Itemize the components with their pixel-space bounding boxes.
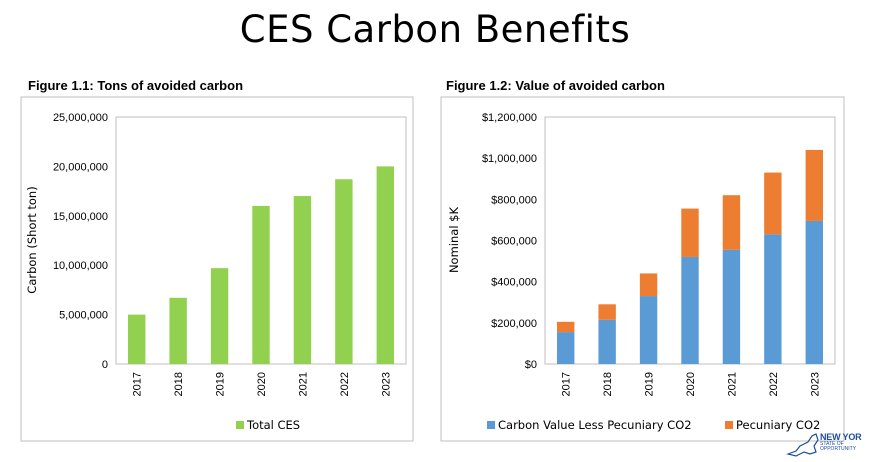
chart-2-x-tick-label: 2019 xyxy=(644,372,656,396)
chart-1-y-tick-label: 5,000,000 xyxy=(59,310,108,322)
chart-2-bar-2021-series-1 xyxy=(722,249,741,364)
chart-2-ylabel: Nominal $K xyxy=(447,207,461,274)
chart-2-bar-2018-series-2 xyxy=(598,304,616,320)
chart-1-y-ticks: 0 5,000,000 10,000,000 15,000,000 20,000,000… xyxy=(53,112,108,371)
chart-2-bar-2019-series-1 xyxy=(639,296,658,364)
chart-1-bar-2020 xyxy=(252,205,270,364)
chart-2-bar-2023-series-2 xyxy=(805,149,823,221)
chart-2-bar-2021-series-2 xyxy=(722,195,741,250)
chart-1-ylabel: Carbon (Short ton) xyxy=(25,186,39,293)
chart-1-x-tick-label: 2021 xyxy=(297,372,309,396)
ny-state-logo: NEW YOR STATE OF OPPORTUNITY xyxy=(786,432,864,458)
chart-1-bar-2021 xyxy=(293,196,312,364)
chart-2-y-tick-label: $1,200,000 xyxy=(482,112,537,124)
chart-1-x-tick-label: 2017 xyxy=(132,372,144,396)
chart-2-legend-label-2: Pecuniary CO2 xyxy=(736,418,820,432)
chart-2-y-tick-label: $1,000,000 xyxy=(482,153,537,165)
chart-2-bars xyxy=(557,149,823,364)
chart-1-frame xyxy=(20,96,414,442)
chart-2-frame xyxy=(440,96,845,442)
chart-2-x-tick-label: 2021 xyxy=(726,372,738,396)
chart-1-bar-2018 xyxy=(169,297,187,364)
chart-1-bar-2022 xyxy=(335,179,353,364)
chart-2-legend-swatch-1 xyxy=(487,421,495,429)
chart-2-x-tick-label: 2022 xyxy=(768,372,780,396)
chart-2-legend-label-1: Carbon Value Less Pecuniary CO2 xyxy=(498,418,692,432)
chart-2-bar-2017-series-2 xyxy=(557,321,575,333)
chart-2-y-tick-label: $600,000 xyxy=(491,236,537,248)
chart-2-bar-2018-series-1 xyxy=(598,319,616,364)
chart-2-bar-2017-series-1 xyxy=(557,332,575,364)
chart-1-legend-swatch xyxy=(236,421,244,429)
chart-1-x-tick-label: 2020 xyxy=(256,372,268,396)
chart-1-bar-2019 xyxy=(210,268,229,364)
logo-line-2: STATE OF OPPORTUNITY xyxy=(820,441,857,452)
chart-2-y-tick-label: $0 xyxy=(525,359,537,371)
figure-1-2-title: Figure 1.2: Value of avoided carbon xyxy=(446,78,665,93)
ny-state-outline-icon xyxy=(786,433,819,457)
chart-2-y-tick-label: $800,000 xyxy=(491,194,537,206)
chart-1-y-tick-label: 15,000,000 xyxy=(53,211,108,223)
chart-2-y-tick-label: $200,000 xyxy=(491,318,537,330)
chart-1-bar-2017 xyxy=(128,314,146,364)
chart-2-bar-2020-series-2 xyxy=(681,208,699,257)
chart-2-bar-2019-series-2 xyxy=(639,273,658,297)
chart-2-x-tick-label: 2018 xyxy=(602,372,614,396)
chart-1-y-tick-label: 20,000,000 xyxy=(53,161,108,173)
chart-2-y-tick-label: $400,000 xyxy=(491,277,537,289)
chart-2-legend-swatch-2 xyxy=(725,421,733,429)
chart-1-x-tick-label: 2023 xyxy=(380,372,392,396)
chart-2-x-tick-label: 2017 xyxy=(561,372,573,396)
chart-1-y-tick-label: 10,000,000 xyxy=(53,260,108,272)
chart-2-x-ticks: 2017 2018 2019 2020 2021 2022 2023 xyxy=(561,372,822,396)
chart-1-x-tick-label: 2018 xyxy=(173,372,185,396)
chart-1-x-tick-label: 2022 xyxy=(339,372,351,396)
chart-1-x-ticks: 2017 2018 2019 2020 2021 2022 2023 xyxy=(132,372,393,396)
chart-2-bar-2020-series-1 xyxy=(681,256,699,364)
chart-2-x-tick-label: 2020 xyxy=(685,372,697,396)
chart-1-bar-2023 xyxy=(376,166,394,364)
logo-line-1: NEW YOR xyxy=(820,432,862,442)
page-title: CES Carbon Benefits xyxy=(239,8,631,51)
chart-1-y-tick-label: 0 xyxy=(102,359,108,371)
chart-1-bars xyxy=(128,166,394,364)
chart-2-bar-2022-series-1 xyxy=(764,234,782,364)
chart-2-x-tick-label: 2023 xyxy=(809,372,821,396)
chart-1-x-tick-label: 2019 xyxy=(215,372,227,396)
chart-2-y-ticks: $0 $200,000 $400,000 $600,000 $800,000 $1,000… xyxy=(482,112,537,371)
figure-1-1-title: Figure 1.1: Tons of avoided carbon xyxy=(28,78,244,93)
chart-2-bar-2023-series-1 xyxy=(805,220,823,364)
chart-1-legend-label: Total CES xyxy=(246,418,300,432)
chart-1-y-tick-label: 25,000,000 xyxy=(53,112,108,124)
chart-2-bar-2022-series-2 xyxy=(764,172,782,235)
